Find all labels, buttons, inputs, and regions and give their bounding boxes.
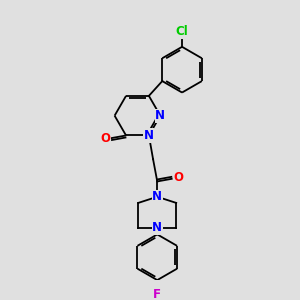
- Text: N: N: [155, 109, 165, 122]
- Text: O: O: [101, 132, 111, 145]
- Text: N: N: [144, 129, 154, 142]
- Text: N: N: [152, 190, 162, 203]
- Text: N: N: [152, 221, 162, 235]
- Text: O: O: [173, 171, 183, 184]
- Text: Cl: Cl: [176, 25, 188, 38]
- Text: F: F: [153, 288, 161, 300]
